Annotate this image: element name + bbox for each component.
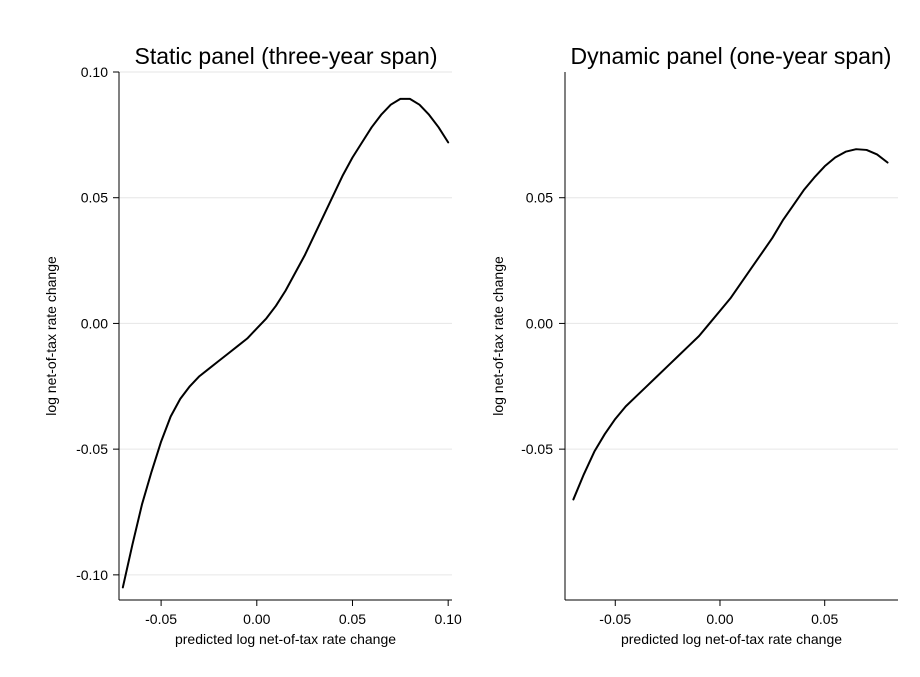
y-tick-label: 0.00 — [526, 315, 553, 331]
x-tick-label: -0.05 — [599, 611, 631, 627]
x-tick-label: 0.10 — [435, 611, 462, 627]
y-axis-label: log net-of-tax rate change — [490, 256, 506, 416]
x-tick-label: 0.00 — [706, 611, 733, 627]
series-line — [121, 97, 450, 589]
y-tick-label: -0.05 — [521, 441, 553, 457]
y-tick-label: 0.10 — [81, 64, 108, 80]
y-tick-label: 0.05 — [526, 190, 553, 206]
chart-title: Static panel (three-year span) — [135, 43, 438, 69]
x-tick-label: 0.05 — [811, 611, 838, 627]
series-line — [572, 148, 889, 501]
chart-panel-dynamic: -0.05 0.00 0.05 -0.05 0.00 0.05 Dynamic panel … — [490, 43, 898, 647]
y-tick-label: -0.05 — [76, 441, 108, 457]
x-axis-label: predicted log net-of-tax rate change — [621, 631, 842, 647]
x-axis-label: predicted log net-of-tax rate change — [175, 631, 396, 647]
x-tick-label: -0.05 — [145, 611, 177, 627]
x-tick-label: 0.05 — [339, 611, 366, 627]
y-tick-label: -0.10 — [76, 567, 108, 583]
x-tick-label: 0.00 — [243, 611, 270, 627]
y-tick-label: 0.05 — [81, 190, 108, 206]
chart-panel-static: -0.10 -0.05 0.00 0.05 0.10 -0.05 0.00 0.05 0.10 S… — [43, 43, 462, 647]
y-tick-label: 0.00 — [81, 315, 108, 331]
chart-title: Dynamic panel (one-year span) — [571, 43, 892, 69]
y-axis-label: log net-of-tax rate change — [43, 256, 59, 416]
